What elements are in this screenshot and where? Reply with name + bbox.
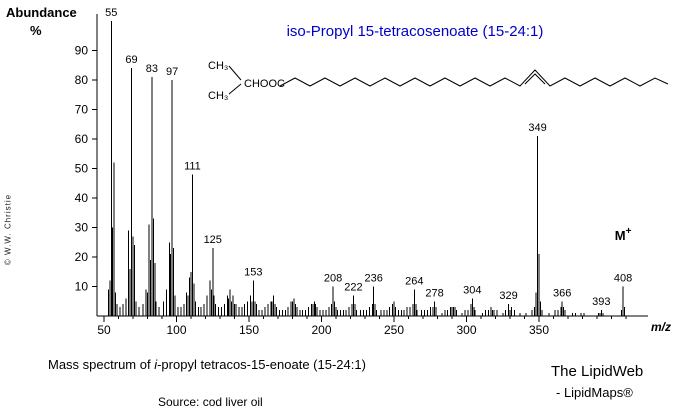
peak-label: 55 — [105, 7, 117, 19]
x-tick-label: 250 — [384, 323, 404, 337]
y-tick-label: 60 — [75, 132, 89, 146]
x-tick-label: 300 — [456, 323, 476, 337]
y-tick-label: 80 — [75, 73, 89, 87]
caption-main-prefix: Mass spectrum of — [48, 357, 155, 372]
bond-line — [228, 65, 242, 81]
y-tick-label: 30 — [75, 221, 89, 235]
y-tick-label: 70 — [75, 103, 89, 117]
peak-label: 83 — [146, 63, 158, 75]
spectrum-plot: 10 20 30 40 50 60 70 80 90 50 100 150 200 250 300 350 m/… — [75, 7, 671, 337]
peak-label: 408 — [614, 273, 632, 285]
y-tick-label: 90 — [75, 44, 89, 58]
x-tick-label: 50 — [97, 323, 111, 337]
y-tick-label: 40 — [75, 191, 89, 205]
brand-line1: The LipidWeb — [551, 363, 644, 380]
molecule-structure: CH₃ CH₃ CHOOC — [208, 60, 669, 102]
y-tick-label: 20 — [75, 250, 89, 264]
peak-label: 264 — [405, 275, 423, 287]
ch3-top-label: CH₃ — [208, 60, 228, 72]
peak-label: 125 — [204, 234, 222, 246]
y-tick-label: 50 — [75, 162, 89, 176]
peak-label: 366 — [553, 287, 571, 299]
peak-label: 349 — [528, 122, 546, 134]
caption-main-suffix: -propyl tetracos-15-enoate (15-24:1) — [157, 357, 366, 372]
peak-label: 153 — [244, 267, 262, 279]
mz-axis-label: m/z — [651, 320, 671, 334]
peak-label: 278 — [425, 287, 443, 299]
peak-label: 97 — [166, 66, 178, 78]
molecular-ion-label: M+ — [615, 226, 632, 243]
ester-label: CHOOC — [244, 78, 285, 90]
y-axis-unit: % — [30, 23, 42, 38]
peak-label: 208 — [324, 273, 342, 285]
x-tick-label: 350 — [529, 323, 549, 337]
alkyl-chain — [279, 69, 669, 87]
double-bond-line — [524, 73, 546, 85]
peak-label: 329 — [499, 290, 517, 302]
chart-title: iso-Propyl 15-tetracosenoate (15-24:1) — [286, 23, 544, 40]
peak-label: 111 — [184, 160, 201, 172]
caption-main-italic: i — [154, 357, 158, 372]
bond-line — [228, 83, 242, 95]
caption-source: Source: cod liver oil — [158, 395, 263, 409]
x-tick-label: 150 — [239, 323, 259, 337]
x-tick-label: 100 — [166, 323, 186, 337]
peak-label: 69 — [125, 54, 137, 66]
peak-label: 304 — [463, 284, 481, 296]
caption-main: Mass spectrum of i-propyl tetracos-15-en… — [48, 357, 366, 372]
y-axis-title: Abundance — [6, 5, 77, 20]
ch3-bottom-label: CH₃ — [208, 90, 228, 102]
brand-line2: - LipidMaps® — [556, 385, 633, 400]
x-tick-label: 200 — [311, 323, 331, 337]
y-tick-label: 10 — [75, 280, 89, 294]
peak-label: 236 — [365, 273, 383, 285]
peak-label: 222 — [344, 281, 362, 293]
peak-label: 393 — [592, 296, 610, 308]
